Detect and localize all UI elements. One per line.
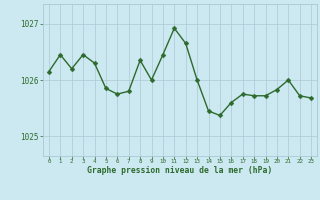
X-axis label: Graphe pression niveau de la mer (hPa): Graphe pression niveau de la mer (hPa): [87, 166, 273, 175]
